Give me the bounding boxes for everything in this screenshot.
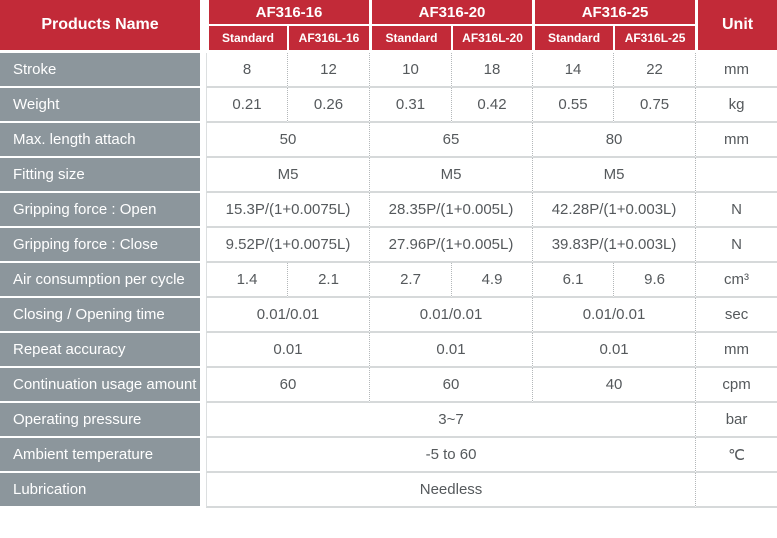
- table-row-air-consumption: Air consumption per cycle 1.4 2.1 2.7 4.…: [0, 263, 777, 298]
- cell-value: 28.35P/(1+0.005L): [369, 193, 533, 228]
- subheader-af316l-16: AF316L-16: [287, 26, 370, 53]
- cell-value: 0.55: [532, 88, 614, 123]
- cell-value: 0.31: [369, 88, 452, 123]
- cell-value: 42.28P/(1+0.003L): [532, 193, 696, 228]
- unit-cell: bar: [695, 403, 777, 438]
- unit-cell: N: [695, 193, 777, 228]
- header-row-groups: Products Name AF316-16 AF316-20 AF316-25…: [0, 0, 777, 53]
- cell-value: 2.7: [369, 263, 452, 298]
- cell-value: 9.52P/(1+0.0075L): [206, 228, 370, 263]
- cell-value: 1.4: [206, 263, 287, 298]
- cell-value: 9.6: [613, 263, 696, 298]
- cell-value: 3~7: [206, 403, 696, 438]
- group-header-af316-25: AF316-25: [532, 0, 696, 26]
- row-label: Ambient temperature: [0, 438, 206, 473]
- unit-header: Unit: [695, 0, 777, 53]
- table-row-ambient-temperature: Ambient temperature -5 to 60 ℃: [0, 438, 777, 473]
- cell-value: 4.9: [451, 263, 533, 298]
- cell-value: Needless: [206, 473, 696, 508]
- cell-value: 60: [206, 368, 370, 403]
- unit-cell: sec: [695, 298, 777, 333]
- cell-value: 0.26: [287, 88, 370, 123]
- row-label: Continuation usage amount: [0, 368, 206, 403]
- cell-value: 14: [532, 53, 614, 88]
- row-label: Lubrication: [0, 473, 206, 508]
- spec-table: Products Name AF316-16 AF316-20 AF316-25…: [0, 0, 777, 508]
- table-row-operating-pressure: Operating pressure 3~7 bar: [0, 403, 777, 438]
- subheader-standard-20: Standard: [369, 26, 452, 53]
- cell-value: -5 to 60: [206, 438, 696, 473]
- table-row-closing-opening-time: Closing / Opening time 0.01/0.01 0.01/0.…: [0, 298, 777, 333]
- row-label: Gripping force : Open: [0, 193, 206, 228]
- unit-cell: cm³: [695, 263, 777, 298]
- cell-value: 18: [451, 53, 533, 88]
- unit-cell: N: [695, 228, 777, 263]
- table-row-repeat-accuracy: Repeat accuracy 0.01 0.01 0.01 mm: [0, 333, 777, 368]
- cell-value: 39.83P/(1+0.003L): [532, 228, 696, 263]
- cell-value: 0.75: [613, 88, 696, 123]
- unit-cell: [695, 158, 777, 193]
- cell-value: 22: [613, 53, 696, 88]
- cell-value: M5: [532, 158, 696, 193]
- cell-value: 12: [287, 53, 370, 88]
- table-row-gripping-force-close: Gripping force : Close 9.52P/(1+0.0075L)…: [0, 228, 777, 263]
- row-label: Fitting size: [0, 158, 206, 193]
- table-row-continuation-usage: Continuation usage amount 60 60 40 cpm: [0, 368, 777, 403]
- cell-value: 0.01/0.01: [369, 298, 533, 333]
- unit-cell: cpm: [695, 368, 777, 403]
- row-label: Operating pressure: [0, 403, 206, 438]
- subheader-standard-25: Standard: [532, 26, 614, 53]
- cell-value: 2.1: [287, 263, 370, 298]
- cell-value: 0.01/0.01: [206, 298, 370, 333]
- row-label: Weight: [0, 88, 206, 123]
- table-row-fitting-size: Fitting size M5 M5 M5: [0, 158, 777, 193]
- unit-cell: mm: [695, 333, 777, 368]
- unit-cell: [695, 473, 777, 508]
- cell-value: 60: [369, 368, 533, 403]
- table-row-max-length-attach: Max. length attach 50 65 80 mm: [0, 123, 777, 158]
- cell-value: 0.42: [451, 88, 533, 123]
- cell-value: 50: [206, 123, 370, 158]
- unit-cell: ℃: [695, 438, 777, 473]
- row-label: Closing / Opening time: [0, 298, 206, 333]
- table-row-lubrication: Lubrication Needless: [0, 473, 777, 508]
- row-label: Gripping force : Close: [0, 228, 206, 263]
- row-label: Stroke: [0, 53, 206, 88]
- cell-value: 0.01: [532, 333, 696, 368]
- cell-value: 6.1: [532, 263, 614, 298]
- row-label: Air consumption per cycle: [0, 263, 206, 298]
- row-label: Repeat accuracy: [0, 333, 206, 368]
- unit-cell: mm: [695, 53, 777, 88]
- group-header-af316-16: AF316-16: [206, 0, 370, 26]
- table-row-weight: Weight 0.21 0.26 0.31 0.42 0.55 0.75 kg: [0, 88, 777, 123]
- products-name-header: Products Name: [0, 0, 206, 53]
- subheader-af316l-20: AF316L-20: [451, 26, 533, 53]
- group-header-af316-20: AF316-20: [369, 0, 533, 26]
- cell-value: 65: [369, 123, 533, 158]
- subheader-af316l-25: AF316L-25: [613, 26, 696, 53]
- cell-value: M5: [369, 158, 533, 193]
- cell-value: 27.96P/(1+0.005L): [369, 228, 533, 263]
- cell-value: 0.01: [206, 333, 370, 368]
- cell-value: 80: [532, 123, 696, 158]
- unit-cell: mm: [695, 123, 777, 158]
- subheader-standard-16: Standard: [206, 26, 287, 53]
- table-row-gripping-force-open: Gripping force : Open 15.3P/(1+0.0075L) …: [0, 193, 777, 228]
- unit-cell: kg: [695, 88, 777, 123]
- header-row-subtypes: Standard AF316L-16 Standard AF316L-20 St…: [0, 26, 777, 53]
- cell-value: 0.21: [206, 88, 287, 123]
- cell-value: 8: [206, 53, 287, 88]
- cell-value: 10: [369, 53, 452, 88]
- cell-value: 40: [532, 368, 696, 403]
- cell-value: 0.01/0.01: [532, 298, 696, 333]
- cell-value: 0.01: [369, 333, 533, 368]
- cell-value: 15.3P/(1+0.0075L): [206, 193, 370, 228]
- row-label: Max. length attach: [0, 123, 206, 158]
- cell-value: M5: [206, 158, 370, 193]
- table-row-stroke: Stroke 8 12 10 18 14 22 mm: [0, 53, 777, 88]
